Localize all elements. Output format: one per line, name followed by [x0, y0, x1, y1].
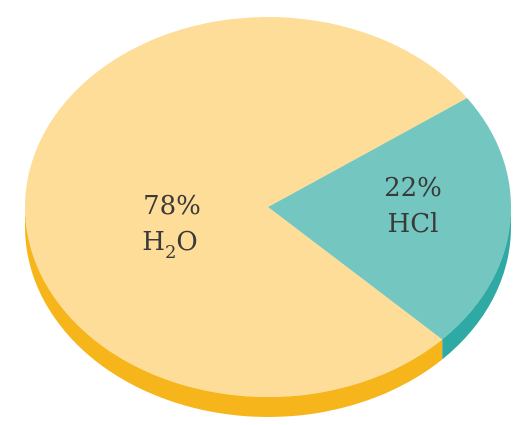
- slice-hcl-name-label: HCl: [388, 209, 439, 239]
- slice-hcl-percent-label: 22%: [384, 173, 442, 203]
- slice-h2o-name-tail: O: [176, 227, 197, 257]
- slice-h2o-percent-label: 78%: [143, 191, 201, 221]
- slice-h2o-name-main: H: [142, 227, 165, 257]
- pie-top-layer: [25, 17, 511, 397]
- slice-h2o-name-subscript: 2: [165, 242, 176, 263]
